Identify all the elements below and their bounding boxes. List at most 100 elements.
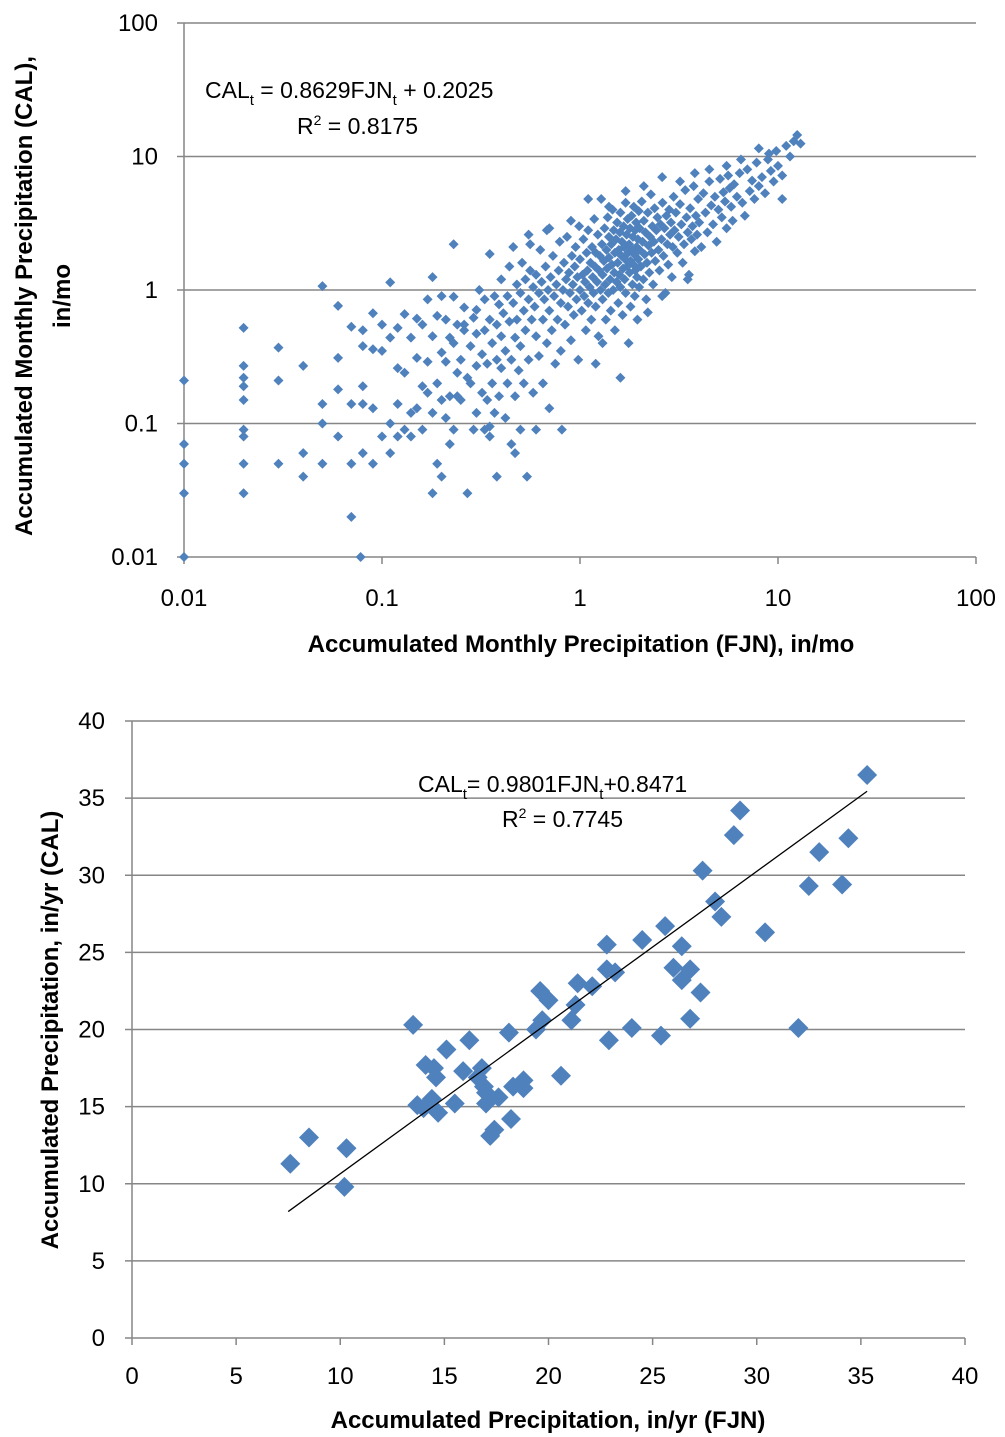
data-point (550, 358, 561, 369)
data-point (615, 207, 626, 218)
data-point (526, 314, 537, 325)
data-point (504, 316, 515, 327)
data-point (575, 254, 585, 265)
data-point (857, 764, 878, 785)
data-point (651, 225, 662, 236)
data-point (528, 387, 539, 398)
data-point (597, 338, 608, 349)
data-point (605, 305, 616, 316)
data-point (809, 842, 830, 863)
data-point (681, 212, 692, 223)
data-point (498, 308, 509, 319)
data-point (520, 325, 531, 336)
data-point (720, 196, 731, 207)
data-point (529, 301, 540, 312)
data-point (405, 407, 416, 418)
data-point (482, 358, 493, 369)
data-point (510, 332, 521, 343)
y-tick-label: 20 (78, 1017, 105, 1044)
data-point (682, 274, 693, 285)
data-point (590, 301, 601, 312)
data-point (749, 194, 760, 205)
data-point (665, 217, 676, 228)
data-point (471, 1058, 492, 1079)
data-point (596, 194, 607, 205)
data-point (494, 391, 505, 402)
data-point (792, 129, 803, 140)
trendline (287, 790, 868, 1213)
data-point (777, 170, 788, 181)
data-point (675, 176, 686, 187)
data-point (273, 458, 284, 469)
data-point (238, 458, 249, 469)
data-point (377, 431, 387, 442)
data-point (448, 424, 459, 435)
data-point (744, 186, 755, 197)
data-point (484, 431, 495, 442)
data-point (581, 247, 592, 258)
data-point (597, 269, 608, 280)
data-point (539, 294, 550, 305)
data-point (620, 287, 631, 298)
data-point (638, 181, 649, 192)
data-point (544, 223, 555, 234)
data-point (773, 160, 783, 171)
data-point (528, 282, 539, 293)
data-point (179, 375, 189, 386)
data-point (642, 257, 653, 268)
data-point (688, 181, 699, 192)
y-tick-label: 15 (78, 1094, 105, 1121)
data-point (583, 225, 594, 236)
data-point (649, 203, 660, 214)
data-point (333, 431, 344, 442)
data-point (517, 257, 528, 268)
data-point (609, 325, 620, 336)
data-point (565, 335, 576, 346)
chart-annual: 0 5 10 15 20 25 30 35 40 0 5 10 15 20 25 30 35 40 CALt= … (0, 700, 1005, 1437)
data-point (620, 186, 631, 197)
data-point (531, 424, 542, 435)
data-point (566, 250, 577, 261)
data-point (444, 439, 455, 450)
data-point (405, 332, 416, 343)
trendline-line (287, 790, 868, 1213)
data-point (238, 424, 249, 435)
data-point (578, 234, 589, 245)
y-tick-label: 0.1 (125, 411, 158, 438)
data-point (600, 314, 611, 325)
data-point (673, 231, 684, 242)
data-point (613, 297, 624, 308)
data-point (682, 227, 693, 238)
data-point (427, 488, 438, 499)
data-point (556, 424, 567, 435)
data-point (553, 265, 564, 276)
data-point (479, 325, 490, 336)
data-point (357, 341, 368, 352)
data-point (711, 236, 722, 247)
data-point (273, 342, 284, 353)
y-tick-labels: 0 5 10 15 20 25 30 35 40 (78, 708, 105, 1352)
data-point (657, 197, 668, 208)
data-point (367, 458, 378, 469)
data-point (586, 314, 597, 325)
y-axis-title-line2: in/mo (49, 264, 76, 328)
data-point (599, 223, 610, 234)
data-point (392, 398, 403, 409)
data-point (367, 308, 378, 319)
data-point (317, 458, 328, 469)
data-point (299, 1127, 320, 1148)
data-point (465, 378, 476, 389)
regression-equation: CALt = 0.8629FJNt + 0.2025 (205, 77, 493, 109)
data-point (459, 1030, 480, 1051)
data-point (687, 221, 698, 232)
data-point (518, 378, 529, 389)
data-point (686, 234, 697, 245)
data-point (491, 471, 502, 482)
data-point (536, 276, 547, 287)
data-point (742, 164, 753, 175)
data-point (440, 356, 451, 367)
data-point (838, 828, 859, 849)
data-point (491, 319, 502, 330)
data-point (689, 246, 700, 257)
data-point (436, 471, 447, 482)
